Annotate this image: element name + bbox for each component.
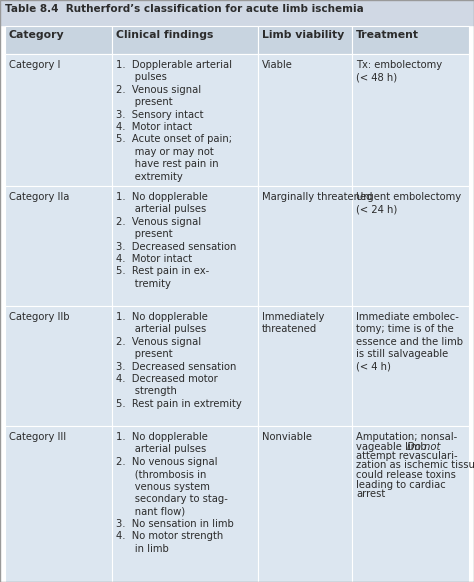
Text: Category: Category — [9, 30, 64, 40]
Bar — [112, 54, 258, 186]
Text: Nonviable: Nonviable — [262, 432, 312, 442]
Text: Urgent embolectomy
(< 24 h): Urgent embolectomy (< 24 h) — [356, 192, 461, 214]
Bar — [258, 26, 352, 54]
Text: Do not: Do not — [407, 442, 440, 452]
Text: arrest: arrest — [356, 489, 385, 499]
Text: Tx: embolectomy
(< 48 h): Tx: embolectomy (< 48 h) — [356, 60, 442, 83]
Text: attempt revasculari-: attempt revasculari- — [356, 451, 457, 461]
Bar — [112, 26, 258, 54]
Text: Table 8.4  Rutherford’s classification for acute limb ischemia: Table 8.4 Rutherford’s classification fo… — [5, 4, 364, 14]
Bar — [352, 26, 469, 54]
Bar — [258, 426, 352, 582]
Bar — [352, 186, 469, 306]
Text: 1.  No dopplerable
      arterial pulses
2.  Venous signal
      present
3.  Dec: 1. No dopplerable arterial pulses 2. Ven… — [116, 192, 237, 289]
Bar — [258, 54, 352, 186]
Bar — [5, 426, 112, 582]
Bar — [112, 306, 258, 426]
Bar — [352, 306, 469, 426]
Text: zation as ischemic tissue: zation as ischemic tissue — [356, 460, 474, 470]
Text: Category I: Category I — [9, 60, 60, 70]
Bar — [112, 426, 258, 582]
Bar — [5, 306, 112, 426]
Bar — [352, 426, 469, 582]
Bar — [258, 186, 352, 306]
Bar — [5, 54, 112, 186]
Text: Immediate embolec-
tomy; time is of the
essence and the limb
is still salvageabl: Immediate embolec- tomy; time is of the … — [356, 312, 463, 371]
Text: 1.  No dopplerable
      arterial pulses
2.  No venous signal
      (thrombosis : 1. No dopplerable arterial pulses 2. No … — [116, 432, 234, 553]
Bar — [5, 26, 112, 54]
Text: Clinical findings: Clinical findings — [116, 30, 213, 40]
Text: Marginally threatened: Marginally threatened — [262, 192, 373, 202]
Bar — [352, 54, 469, 186]
Bar — [258, 306, 352, 426]
Bar — [112, 186, 258, 306]
Bar — [0, 0, 474, 26]
Text: Limb viability: Limb viability — [262, 30, 344, 40]
Text: Amputation; nonsal-: Amputation; nonsal- — [356, 432, 457, 442]
Text: 1.  No dopplerable
      arterial pulses
2.  Venous signal
      present
3.  Dec: 1. No dopplerable arterial pulses 2. Ven… — [116, 312, 242, 409]
Text: could release toxins: could release toxins — [356, 470, 456, 480]
Text: leading to cardiac: leading to cardiac — [356, 480, 446, 489]
Text: Treatment: Treatment — [356, 30, 419, 40]
Text: vageable limb.: vageable limb. — [356, 442, 433, 452]
Bar — [5, 186, 112, 306]
Text: Viable: Viable — [262, 60, 293, 70]
Text: 1.  Dopplerable arterial
      pulses
2.  Venous signal
      present
3.  Sensor: 1. Dopplerable arterial pulses 2. Venous… — [116, 60, 232, 182]
Text: Category IIb: Category IIb — [9, 312, 70, 322]
Text: Immediately
threatened: Immediately threatened — [262, 312, 324, 335]
Text: Category IIa: Category IIa — [9, 192, 69, 202]
Text: Category III: Category III — [9, 432, 66, 442]
